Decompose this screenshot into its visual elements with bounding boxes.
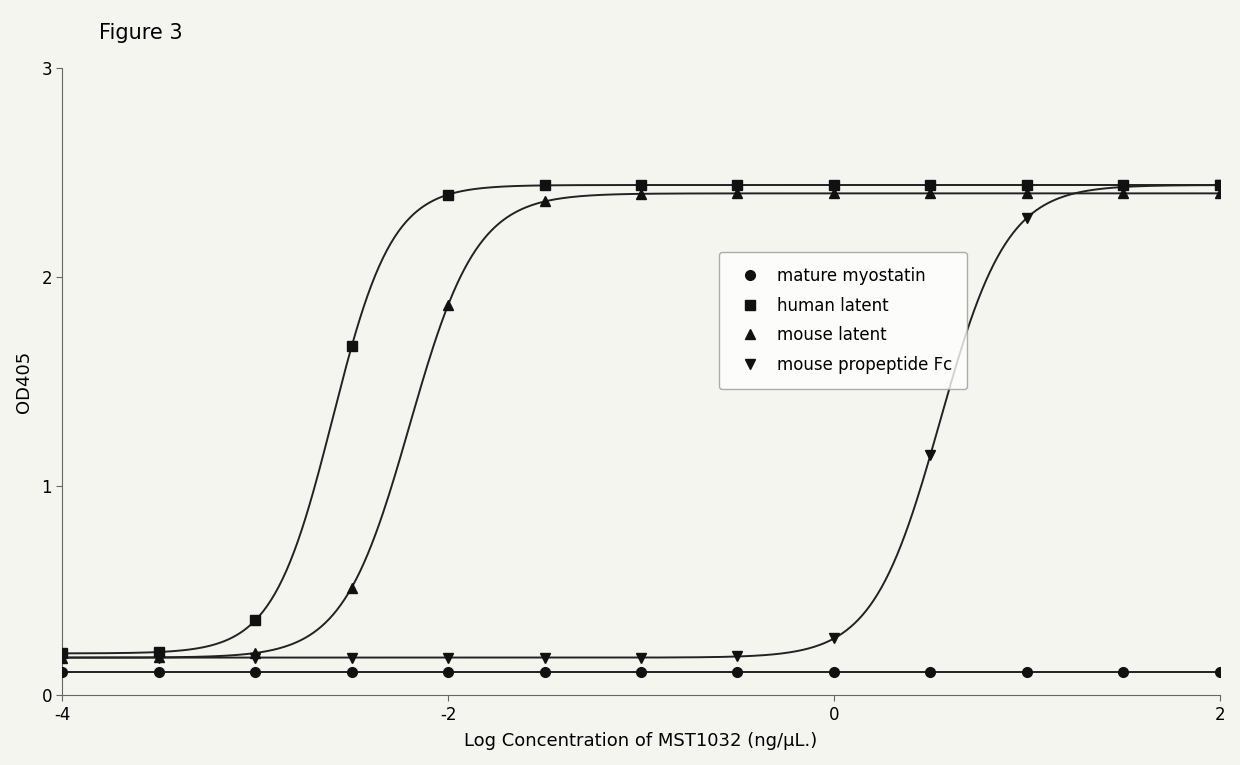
- mouse latent: [248, 649, 263, 658]
- X-axis label: Log Concentration of MST1032 (ng/μL.): Log Concentration of MST1032 (ng/μL.): [465, 732, 817, 750]
- mouse propeptide Fc: [248, 653, 263, 662]
- mouse latent: [537, 197, 552, 206]
- human latent: [55, 649, 69, 658]
- human latent: [827, 181, 842, 190]
- mouse propeptide Fc: [440, 653, 455, 662]
- mouse propeptide Fc: [1213, 181, 1228, 190]
- mouse propeptide Fc: [634, 653, 649, 662]
- mature myostatin: [248, 668, 263, 677]
- Legend: mature myostatin, human latent, mouse latent, mouse propeptide Fc: mature myostatin, human latent, mouse la…: [719, 252, 967, 389]
- Text: Figure 3: Figure 3: [99, 23, 182, 43]
- mouse latent: [634, 189, 649, 198]
- mouse propeptide Fc: [345, 653, 360, 662]
- mouse propeptide Fc: [730, 652, 745, 661]
- human latent: [345, 342, 360, 351]
- mature myostatin: [923, 668, 937, 677]
- mouse latent: [440, 301, 455, 310]
- human latent: [1213, 181, 1228, 190]
- mature myostatin: [1213, 668, 1228, 677]
- mouse propeptide Fc: [827, 634, 842, 643]
- mature myostatin: [827, 668, 842, 677]
- Line: human latent: human latent: [57, 180, 1225, 658]
- mature myostatin: [1116, 668, 1131, 677]
- Line: mouse propeptide Fc: mouse propeptide Fc: [57, 181, 1225, 662]
- human latent: [1116, 181, 1131, 190]
- mouse latent: [1213, 189, 1228, 198]
- mature myostatin: [345, 668, 360, 677]
- mature myostatin: [730, 668, 745, 677]
- mouse propeptide Fc: [1019, 213, 1034, 223]
- human latent: [923, 181, 937, 190]
- human latent: [1019, 181, 1034, 190]
- human latent: [248, 616, 263, 625]
- Line: mature myostatin: mature myostatin: [57, 667, 1225, 677]
- mouse latent: [1116, 189, 1131, 198]
- mature myostatin: [440, 668, 455, 677]
- human latent: [634, 181, 649, 190]
- mouse latent: [827, 189, 842, 198]
- mouse propeptide Fc: [923, 451, 937, 460]
- mature myostatin: [55, 668, 69, 677]
- mature myostatin: [151, 668, 166, 677]
- mouse latent: [151, 653, 166, 662]
- human latent: [440, 190, 455, 199]
- mature myostatin: [634, 668, 649, 677]
- mouse latent: [923, 189, 937, 198]
- mouse propeptide Fc: [537, 653, 552, 662]
- mouse propeptide Fc: [55, 653, 69, 662]
- mouse latent: [55, 653, 69, 662]
- human latent: [730, 181, 745, 190]
- mouse latent: [730, 189, 745, 198]
- human latent: [537, 181, 552, 190]
- mouse latent: [1019, 189, 1034, 198]
- mouse latent: [345, 583, 360, 592]
- mature myostatin: [537, 668, 552, 677]
- human latent: [151, 647, 166, 656]
- Y-axis label: OD405: OD405: [15, 350, 33, 412]
- Line: mouse latent: mouse latent: [57, 188, 1225, 662]
- mouse propeptide Fc: [1116, 182, 1131, 191]
- mouse propeptide Fc: [151, 653, 166, 662]
- mature myostatin: [1019, 668, 1034, 677]
